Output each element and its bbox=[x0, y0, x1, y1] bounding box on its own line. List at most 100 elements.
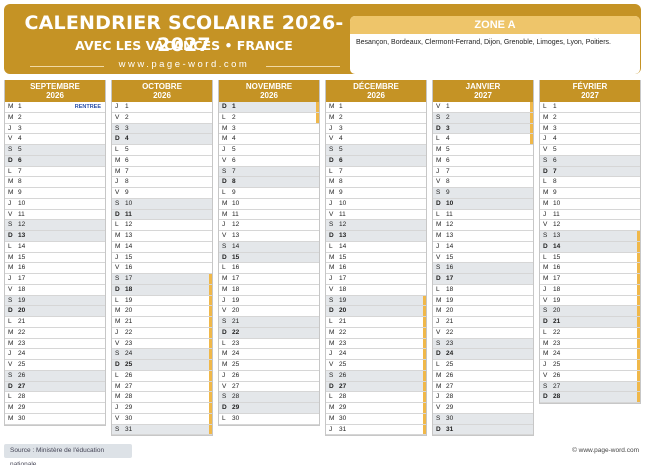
weekday-letter: M bbox=[329, 189, 335, 196]
day-number: 26 bbox=[18, 371, 26, 379]
day-row: M 17 bbox=[540, 274, 640, 285]
day-row: V 25 bbox=[326, 360, 426, 371]
day-number: 5 bbox=[446, 146, 450, 153]
month-header: DÉCEMBRE 2026 bbox=[326, 80, 426, 102]
day-row: M 24 bbox=[540, 349, 640, 360]
weekday-letter: M bbox=[222, 285, 228, 293]
day-number: 12 bbox=[18, 221, 26, 229]
vacation-bar bbox=[530, 112, 533, 123]
vacation-bar bbox=[637, 327, 640, 338]
weekday-letter: L bbox=[115, 371, 119, 379]
weekday-letter: V bbox=[115, 414, 120, 422]
day-row: J 12 bbox=[219, 220, 319, 231]
day-row: M 10 bbox=[540, 199, 640, 210]
weekday-letter: L bbox=[543, 253, 547, 261]
day-number: 6 bbox=[339, 156, 343, 164]
day-number: 27 bbox=[232, 382, 240, 390]
weekday-letter: J bbox=[8, 275, 12, 282]
weekday-letter: L bbox=[115, 221, 119, 229]
day-row: V 26 bbox=[540, 370, 640, 382]
day-row: M 16 bbox=[5, 263, 105, 274]
day-number: 24 bbox=[553, 350, 561, 358]
weekday-letter: M bbox=[222, 124, 228, 132]
vacation-bar bbox=[316, 102, 319, 112]
vacation-bar bbox=[637, 284, 640, 295]
day-number: 7 bbox=[446, 167, 450, 175]
day-number: 31 bbox=[125, 425, 133, 433]
day-row: D 24 bbox=[433, 349, 533, 360]
day-row: V 12 bbox=[540, 220, 640, 231]
day-number: 28 bbox=[339, 393, 347, 401]
day-number: 20 bbox=[553, 307, 561, 315]
weekday-letter: M bbox=[115, 242, 121, 250]
weekday-letter: J bbox=[329, 199, 333, 207]
vacation-bar bbox=[423, 295, 426, 306]
day-number: 15 bbox=[232, 253, 240, 261]
weekday-letter: J bbox=[436, 393, 440, 401]
day-number: 13 bbox=[232, 232, 240, 239]
day-number: 23 bbox=[446, 339, 454, 347]
day-row: S 13 bbox=[540, 231, 640, 242]
day-row: V 11 bbox=[326, 210, 426, 221]
zone-box: ZONE A Besançon, Bordeaux, Clermont-Ferr… bbox=[350, 16, 640, 74]
day-number: 11 bbox=[446, 210, 453, 218]
weekday-letter: M bbox=[436, 146, 442, 153]
vacation-bar bbox=[637, 349, 640, 359]
day-number: 5 bbox=[339, 146, 343, 153]
day-number: 4 bbox=[232, 135, 236, 143]
day-row: D 15 bbox=[219, 252, 319, 264]
weekday-letter: S bbox=[436, 414, 441, 422]
weekday-letter: D bbox=[543, 167, 548, 175]
weekday-letter: S bbox=[329, 221, 334, 229]
day-number: 22 bbox=[125, 328, 133, 336]
day-number: 2 bbox=[232, 113, 236, 121]
day-number: 16 bbox=[232, 264, 240, 272]
day-row: L 21 bbox=[326, 317, 426, 328]
vacation-bar bbox=[637, 306, 640, 316]
weekday-letter: V bbox=[222, 307, 227, 315]
day-row: M 16 bbox=[326, 263, 426, 274]
weekday-letter: M bbox=[329, 253, 335, 261]
day-row: M 14 bbox=[112, 242, 212, 253]
day-number: 24 bbox=[446, 350, 454, 358]
weekday-letter: M bbox=[8, 404, 14, 411]
weekday-letter: V bbox=[543, 221, 548, 229]
day-number: 27 bbox=[339, 382, 347, 390]
day-row: M 15 bbox=[5, 253, 105, 264]
day-number: 19 bbox=[125, 296, 133, 304]
weekday-letter: M bbox=[543, 189, 549, 196]
day-number: 12 bbox=[339, 221, 347, 229]
weekday-letter: V bbox=[115, 189, 120, 196]
day-number: 11 bbox=[339, 210, 346, 218]
weekday-letter: M bbox=[115, 393, 121, 401]
day-number: 1 bbox=[339, 103, 343, 110]
day-row: S 14 bbox=[219, 241, 319, 253]
day-number: 16 bbox=[125, 264, 133, 272]
day-number: 10 bbox=[232, 199, 240, 207]
day-number: 2 bbox=[339, 113, 343, 121]
day-row: L 25 bbox=[433, 360, 533, 371]
weekday-letter: L bbox=[329, 167, 333, 175]
weekday-letter: D bbox=[222, 178, 227, 186]
month-header: NOVEMBRE 2026 bbox=[219, 80, 319, 102]
day-row: M 20 bbox=[433, 306, 533, 317]
day-number: 13 bbox=[18, 232, 26, 239]
weekday-letter: M bbox=[329, 328, 335, 336]
day-number: 9 bbox=[339, 189, 343, 196]
day-number: 14 bbox=[553, 242, 561, 250]
month-column-2: NOVEMBRE 2026 D 1 L 2 M 3 M 4 J 5 V 6 S 7 D 8 L 9 M 10 M 11 J 12 V… bbox=[218, 80, 320, 426]
vacation-bar bbox=[637, 360, 640, 370]
weekday-letter: S bbox=[436, 113, 441, 121]
day-row: J 10 bbox=[5, 199, 105, 210]
weekday-letter: M bbox=[115, 318, 121, 325]
weekday-letter: L bbox=[329, 242, 333, 250]
weekday-letter: D bbox=[543, 393, 548, 401]
weekday-letter: M bbox=[543, 124, 549, 132]
